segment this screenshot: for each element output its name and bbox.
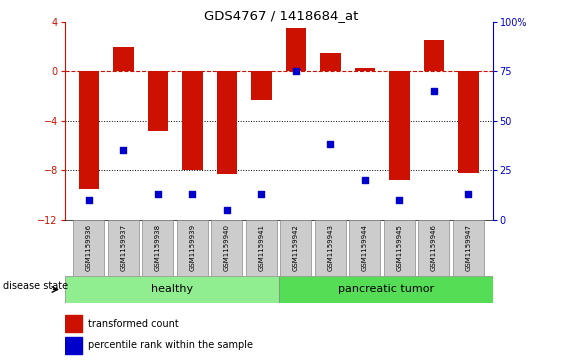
Bar [320, 53, 341, 71]
FancyBboxPatch shape [280, 220, 311, 276]
FancyBboxPatch shape [418, 220, 449, 276]
Point [119, 147, 128, 153]
Point [464, 191, 473, 197]
Bar [79, 71, 99, 189]
FancyBboxPatch shape [384, 220, 415, 276]
Bar [389, 71, 410, 180]
FancyBboxPatch shape [142, 220, 173, 276]
Text: GSM1159943: GSM1159943 [328, 224, 333, 271]
Text: pancreatic tumor: pancreatic tumor [338, 285, 434, 294]
Bar [148, 71, 168, 131]
Text: GSM1159937: GSM1159937 [120, 224, 127, 271]
Point [360, 177, 369, 183]
Point [326, 142, 335, 147]
Bar [285, 28, 306, 71]
Text: healthy: healthy [151, 285, 193, 294]
Text: GSM1159940: GSM1159940 [224, 224, 230, 271]
Point [292, 68, 301, 74]
Text: GSM1159944: GSM1159944 [362, 224, 368, 271]
Text: percentile rank within the sample: percentile rank within the sample [88, 340, 253, 350]
Bar [65, 315, 82, 332]
Bar [251, 71, 272, 100]
Point [188, 191, 197, 197]
FancyBboxPatch shape [350, 220, 381, 276]
Text: transformed count: transformed count [88, 318, 179, 329]
Text: GSM1159947: GSM1159947 [466, 224, 471, 271]
FancyBboxPatch shape [211, 220, 243, 276]
Bar [113, 46, 134, 71]
Point [257, 191, 266, 197]
Text: GSM1159939: GSM1159939 [189, 224, 195, 271]
Text: GSM1159942: GSM1159942 [293, 224, 299, 271]
Point [84, 197, 93, 203]
Bar [217, 71, 237, 174]
Bar [355, 68, 376, 71]
Point [395, 197, 404, 203]
FancyBboxPatch shape [246, 220, 277, 276]
Bar [182, 71, 203, 170]
Text: GSM1159938: GSM1159938 [155, 224, 161, 271]
Text: GSM1159941: GSM1159941 [258, 224, 265, 271]
FancyBboxPatch shape [108, 220, 139, 276]
Bar [458, 71, 479, 173]
FancyBboxPatch shape [315, 220, 346, 276]
Point [222, 207, 231, 213]
FancyBboxPatch shape [279, 276, 493, 303]
Text: GSM1159945: GSM1159945 [396, 224, 403, 271]
Bar [65, 337, 82, 354]
Bar [423, 40, 444, 71]
Point [430, 88, 439, 94]
FancyBboxPatch shape [177, 220, 208, 276]
Text: GDS4767 / 1418684_at: GDS4767 / 1418684_at [204, 9, 359, 22]
FancyBboxPatch shape [65, 276, 279, 303]
FancyBboxPatch shape [453, 220, 484, 276]
Text: GSM1159936: GSM1159936 [86, 224, 92, 271]
Point [153, 191, 162, 197]
Text: disease state: disease state [3, 281, 68, 291]
FancyBboxPatch shape [73, 220, 104, 276]
Text: GSM1159946: GSM1159946 [431, 224, 437, 271]
